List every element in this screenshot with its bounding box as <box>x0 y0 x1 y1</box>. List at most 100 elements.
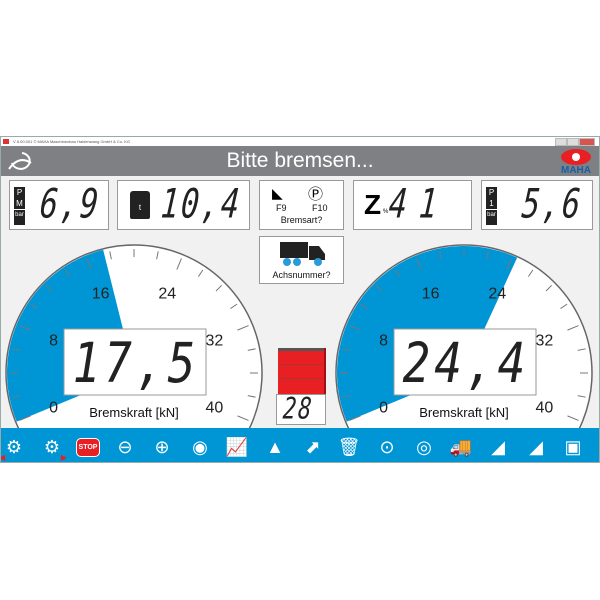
gauge-tick <box>86 258 92 270</box>
gauge-tick <box>567 325 579 331</box>
gauge-tick <box>506 258 512 270</box>
weight-value: 10,4 <box>158 180 243 229</box>
key-f9: F9 <box>276 203 287 213</box>
gauge-tick-label: 0 <box>379 399 388 416</box>
axle-number-button[interactable]: Achsnummer? <box>259 236 344 284</box>
gear-left-icon[interactable]: ⚙◀ <box>1 436 25 463</box>
key-f10: F10 <box>312 203 328 213</box>
gauge-tick <box>237 325 249 331</box>
parking-brake-icon: Ⓟ <box>308 186 324 203</box>
stop-label: STOP <box>75 437 101 457</box>
brake-type-button[interactable]: ◣ Ⓟ F9 F10 Bremsart? <box>259 180 344 230</box>
gauge-tick <box>528 269 534 277</box>
difference-value: 28 <box>281 392 315 427</box>
toolbar: ⚙◀ ⚙▶ STOP ⊖ ⊕ ◉ 📈 ▲ ⬈ 🗑 ⊙ ◎ 🚚 ◢ ◢ ▣ <box>1 428 599 463</box>
gauge-value: 17,5 <box>73 331 200 395</box>
gauge-tick <box>247 348 256 351</box>
arrow-icon: ◀ <box>1 453 5 462</box>
gauge-tick-label: 32 <box>206 333 224 350</box>
gauge-tick <box>439 251 442 260</box>
gauge-tick <box>360 303 368 309</box>
pm-label: P <box>16 188 23 197</box>
minimize-button[interactable] <box>555 138 567 146</box>
pm-unit: bar <box>14 209 25 221</box>
gauge-value-box <box>393 328 537 396</box>
z-percent-display: Z % 41 <box>353 180 472 230</box>
weight-icon[interactable]: ▲ <box>266 436 284 457</box>
difference-bar <box>278 348 324 394</box>
gauge-tick <box>394 269 400 277</box>
download-icon[interactable]: ⊙ <box>379 436 395 457</box>
gauge-tick <box>545 284 553 292</box>
gauge-tick <box>577 395 586 398</box>
brake-force-gauges: 0 8 16 24 32 40 17,5 Bremskraft [kN] 0 8 16 24 32 40 2… <box>5 244 593 428</box>
gauge-tick <box>342 348 351 351</box>
pm-label-sub: M <box>16 199 23 208</box>
resize-icon[interactable]: ⬈ <box>305 436 321 457</box>
arrow-icon: ▶ <box>60 453 67 462</box>
gauge-tick-label: 40 <box>536 399 554 416</box>
truck-icon[interactable]: 🚚 <box>449 436 473 457</box>
roller-icon[interactable]: ◢ <box>491 436 505 457</box>
gauge-tick <box>156 251 159 260</box>
gauge-tick <box>247 395 256 398</box>
gauge-tick <box>12 395 21 398</box>
gauge-tick-label: 16 <box>92 286 110 303</box>
gauge-tick <box>237 415 249 421</box>
gauge-tick <box>349 415 361 421</box>
gauge-tick <box>176 258 182 270</box>
gauge-tick <box>109 251 112 260</box>
pm-value: 6,9 <box>37 180 102 229</box>
gauge-tick-label: 8 <box>49 333 58 350</box>
gauge-tick <box>19 415 31 421</box>
gauge-tick <box>375 284 383 292</box>
gauge-value: 24,4 <box>403 331 530 395</box>
title-bar: V 8.00.001 © MAHA Maschinenbau Haldenwan… <box>1 137 599 146</box>
plus-icon[interactable]: ⊕ <box>154 436 170 457</box>
app-logo-icon <box>8 152 32 170</box>
trash-icon[interactable]: 🗑 <box>337 436 361 457</box>
tire-icon[interactable]: ◎ <box>416 436 432 457</box>
gear-right-icon[interactable]: ⚙ ▶ <box>43 436 67 463</box>
p1-unit: bar <box>486 209 497 221</box>
p1-value: 5,6 <box>519 180 584 229</box>
status-title: Bitte bremsen... <box>226 149 374 172</box>
gauge-tick-label: 8 <box>379 333 388 350</box>
stop-icon[interactable]: STOP <box>75 436 101 458</box>
gauge-tick <box>215 284 223 292</box>
weight-unit: t <box>138 203 142 212</box>
truck-icon <box>280 242 325 266</box>
save-icon[interactable]: ▣ <box>564 436 582 457</box>
app-window: V 8.00.001 © MAHA Maschinenbau Haldenwan… <box>0 136 600 463</box>
gauge-tick <box>64 269 70 277</box>
minus-icon[interactable]: ⊖ <box>117 436 133 457</box>
gauge-tick <box>567 415 579 421</box>
weight-icon: t <box>130 191 150 219</box>
header: Bitte bremsen... MAHA <box>1 146 599 176</box>
gauge-tick <box>577 348 586 351</box>
maximize-button[interactable] <box>567 138 579 146</box>
z-symbol-icon: Z <box>364 189 382 220</box>
p1-pressure-display: P 1 bar 5,6 <box>481 180 593 230</box>
difference-display: 28 <box>276 392 326 427</box>
close-button[interactable] <box>579 138 595 146</box>
gauge-tick-label: 16 <box>422 286 440 303</box>
pressure-gauge-icon: P 1 bar <box>486 187 497 225</box>
z-unit: % <box>383 209 389 215</box>
weight-display: t 10,4 <box>117 180 250 230</box>
gauge-tick-label: 32 <box>536 333 554 350</box>
gauge-tick <box>198 269 204 277</box>
gauge-tick-label: 0 <box>49 399 58 416</box>
gauge-tick-label: 24 <box>488 286 506 303</box>
app-icon <box>3 139 9 144</box>
brake-type-label: Bremsart? <box>280 215 323 225</box>
gauge-tick <box>45 284 53 292</box>
roller-settings-icon[interactable]: ◢ <box>529 436 543 457</box>
gauge-tick <box>12 348 21 351</box>
disc-icon[interactable]: ◉ <box>192 436 208 457</box>
chart-icon[interactable]: 📈 <box>225 436 249 457</box>
gauge-tick <box>230 303 238 309</box>
service-brake-icon: ◣ <box>272 185 283 201</box>
